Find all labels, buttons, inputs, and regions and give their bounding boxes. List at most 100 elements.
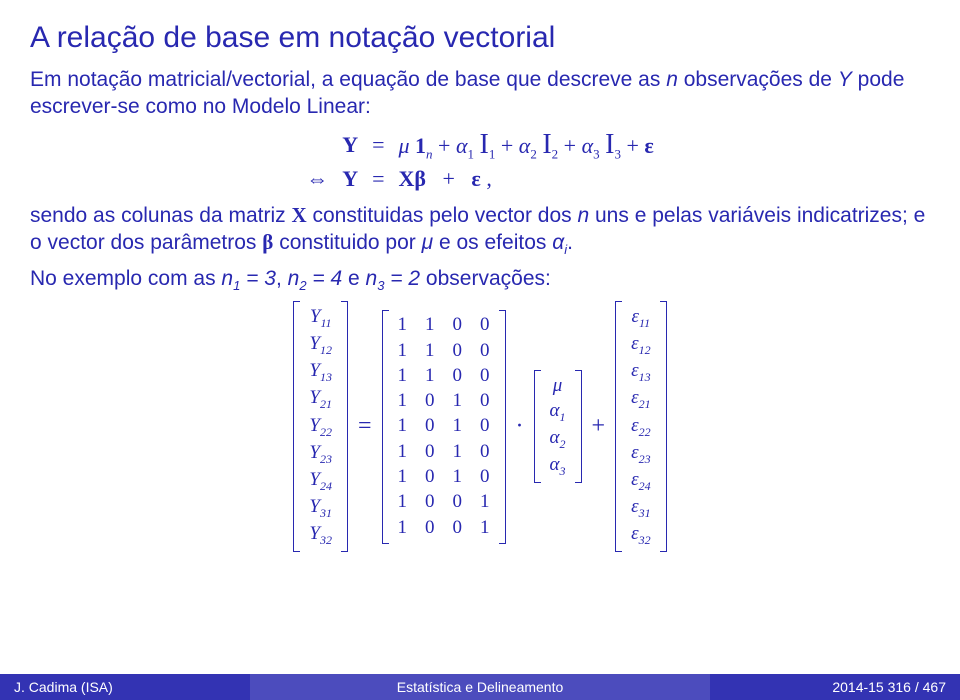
matrix-cell: 1 bbox=[475, 515, 495, 540]
footer-center: Estatística e Delineamento bbox=[250, 674, 710, 700]
iff-cell bbox=[299, 127, 335, 164]
matrix-cell: ε21 bbox=[626, 386, 656, 413]
matrix-cell: 0 bbox=[475, 414, 495, 439]
matrix-cell: Y31 bbox=[304, 495, 337, 522]
matrix-cell: 1 bbox=[393, 363, 413, 388]
matrix-cell: Y32 bbox=[304, 522, 337, 549]
matrix-cell: 1 bbox=[448, 465, 468, 490]
matrix-equation: Y11Y12Y13Y21Y22Y23Y24Y31Y32 = 111111111 … bbox=[30, 301, 930, 551]
text: e os efeitos bbox=[433, 231, 552, 254]
matrix-cell: 1 bbox=[393, 515, 413, 540]
matrix-cell: Y21 bbox=[304, 386, 337, 413]
matrix-cell: 0 bbox=[420, 515, 440, 540]
matrix-cell: α3 bbox=[545, 453, 571, 480]
matrix-cell: 0 bbox=[420, 490, 440, 515]
matrix-cell: 0 bbox=[475, 439, 495, 464]
matrix-cell: 0 bbox=[448, 313, 468, 338]
matrix-cell: ε11 bbox=[626, 304, 656, 331]
eq-lhs: Y bbox=[335, 164, 365, 194]
text: observações: bbox=[420, 267, 551, 290]
matrix-cell: 0 bbox=[420, 439, 440, 464]
matrix-cell: 0 bbox=[475, 313, 495, 338]
matrix-cell: 0 bbox=[420, 414, 440, 439]
matrix-cell: 1 bbox=[393, 313, 413, 338]
matrix-cell: 0 bbox=[475, 465, 495, 490]
matrix-cell: ε31 bbox=[626, 495, 656, 522]
matrix-cell: 0 bbox=[475, 363, 495, 388]
matrix-cell: 1 bbox=[448, 439, 468, 464]
text: No exemplo com as bbox=[30, 267, 221, 290]
var-n: n bbox=[666, 68, 678, 91]
matrix-cell: ε32 bbox=[626, 522, 656, 549]
n1: n1 = 3 bbox=[221, 267, 276, 290]
eq-rhs-2: Xβ + ε , bbox=[392, 164, 661, 194]
matrix-cell: 0 bbox=[420, 465, 440, 490]
var-mu: μ bbox=[422, 231, 434, 254]
matrix-cell: 1 bbox=[420, 338, 440, 363]
paragraph-3: No exemplo com as n1 = 3, n2 = 4 e n3 = … bbox=[30, 265, 930, 295]
dot-sign: · bbox=[512, 413, 528, 440]
matrix-cell: Y23 bbox=[304, 440, 337, 467]
n2: n2 = 4 bbox=[288, 267, 343, 290]
paragraph-1: Em notação matricial/vectorial, a equaçã… bbox=[30, 66, 930, 121]
eq-rhs-1: μ 1n + α1 I1 + α2 I2 + α3 I3 + ε bbox=[392, 127, 661, 164]
equals-sign: = bbox=[354, 413, 376, 440]
matrix-cell: 1 bbox=[420, 363, 440, 388]
matrix-cell: 1 bbox=[420, 313, 440, 338]
paragraph-2: sendo as colunas da matriz X constituida… bbox=[30, 202, 930, 259]
matrix-cell: α1 bbox=[545, 399, 571, 426]
matrix-cell: Y12 bbox=[304, 332, 337, 359]
var-n: n bbox=[577, 204, 589, 227]
epsilon-vector: ε11ε12ε13ε21ε22ε23ε24ε31ε32 bbox=[615, 301, 667, 551]
matrix-cell: μ bbox=[545, 373, 571, 398]
eq-sign: = bbox=[365, 127, 391, 164]
matrix-cell: 0 bbox=[448, 515, 468, 540]
matrix-cell: 1 bbox=[393, 490, 413, 515]
matrix-cell: 0 bbox=[420, 389, 440, 414]
iff-cell: ⇔ bbox=[299, 164, 335, 194]
matrix-cell: ε23 bbox=[626, 440, 656, 467]
equation-table: Y = μ 1n + α1 I1 + α2 I2 + α3 I3 + ε ⇔ Y… bbox=[299, 127, 661, 194]
matrix-cell: Y13 bbox=[304, 359, 337, 386]
text: sendo as colunas da matriz bbox=[30, 204, 291, 227]
equation-block: Y = μ 1n + α1 I1 + α2 I2 + α3 I3 + ε ⇔ Y… bbox=[30, 127, 930, 194]
matrix-cell: 1 bbox=[475, 490, 495, 515]
matrix-cell: 0 bbox=[448, 363, 468, 388]
matrix-cell: Y11 bbox=[304, 304, 337, 331]
matrix-cell: α2 bbox=[545, 426, 571, 453]
matrix-cell: 1 bbox=[393, 414, 413, 439]
var-X: X bbox=[291, 203, 306, 227]
matrix-cell: 1 bbox=[393, 439, 413, 464]
footer: J. Cadima (ISA) Estatística e Delineamen… bbox=[0, 674, 960, 700]
text: constituido por bbox=[273, 231, 421, 254]
beta-vector: μα1α2α3 bbox=[534, 370, 582, 483]
matrix-cell: ε12 bbox=[626, 332, 656, 359]
matrix-cell: ε22 bbox=[626, 413, 656, 440]
matrix-cell: Y24 bbox=[304, 467, 337, 494]
footer-right: 2014-15 316 / 467 bbox=[710, 674, 960, 700]
matrix-cell: ε13 bbox=[626, 359, 656, 386]
matrix-cell: 1 bbox=[393, 465, 413, 490]
matrix-cell: 1 bbox=[393, 338, 413, 363]
X-matrix: 111111111 111000000 000111100 000000011 bbox=[382, 310, 506, 544]
footer-left: J. Cadima (ISA) bbox=[0, 674, 250, 700]
text: constituidas pelo vector dos bbox=[307, 204, 578, 227]
matrix-cell: 1 bbox=[448, 389, 468, 414]
Y-vector: Y11Y12Y13Y21Y22Y23Y24Y31Y32 bbox=[293, 301, 348, 551]
eq-sign: = bbox=[365, 164, 391, 194]
text: Em notação matricial/vectorial, a equaçã… bbox=[30, 68, 666, 91]
eq-lhs: Y bbox=[335, 127, 365, 164]
slide-title: A relação de base em notação vectorial bbox=[30, 20, 930, 56]
matrix-cell: 0 bbox=[448, 490, 468, 515]
var-beta: β bbox=[262, 230, 273, 254]
matrix-cell: 0 bbox=[475, 389, 495, 414]
text: observações de bbox=[678, 68, 838, 91]
plus-sign: + bbox=[588, 413, 610, 440]
var-Y: Y bbox=[838, 68, 852, 91]
matrix-cell: ε24 bbox=[626, 467, 656, 494]
matrix-cell: Y22 bbox=[304, 413, 337, 440]
matrix-cell: 0 bbox=[448, 338, 468, 363]
var-alpha: αi bbox=[552, 231, 567, 254]
matrix-cell: 0 bbox=[475, 338, 495, 363]
slide: A relação de base em notação vectorial E… bbox=[0, 0, 960, 552]
